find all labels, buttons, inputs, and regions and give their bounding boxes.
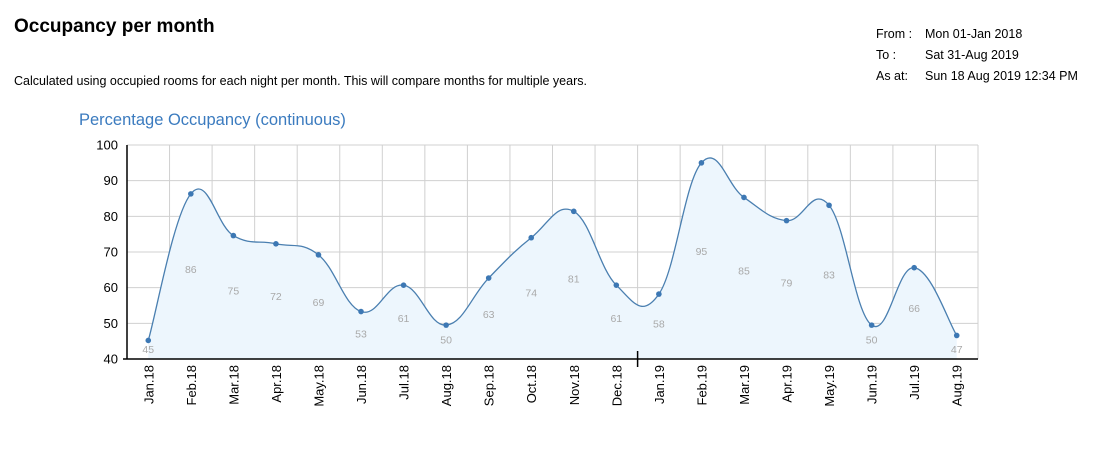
to-label: To : <box>876 48 897 62</box>
data-label: 69 <box>313 297 325 309</box>
x-tick-label: Oct.18 <box>524 365 539 403</box>
data-point-Jul.18 <box>400 282 407 288</box>
data-point-Apr.18 <box>273 240 279 247</box>
data-label: 53 <box>355 328 367 340</box>
data-label: 50 <box>866 334 878 346</box>
to-value: Sat 31-Aug 2019 <box>925 48 1019 62</box>
asat-value: Sun 18 Aug 2019 12:34 PM <box>925 69 1078 83</box>
page-title: Occupancy per month <box>14 16 215 37</box>
from-value: Mon 01-Jan 2018 <box>925 27 1023 41</box>
data-label: 45 <box>142 344 154 356</box>
y-tick-label: 60 <box>104 280 118 295</box>
data-label: 47 <box>951 344 963 356</box>
data-point-Jul.19 <box>911 264 917 271</box>
x-tick-label: Dec.18 <box>609 365 624 406</box>
data-point-Mar.18 <box>230 232 237 239</box>
x-tick-label: May.18 <box>311 365 326 407</box>
x-tick-label: Aug.19 <box>950 365 965 406</box>
data-point-Dec.18 <box>613 282 620 288</box>
page-subtitle: Calculated using occupied rooms for each… <box>14 74 587 88</box>
data-label: 95 <box>696 246 708 258</box>
x-tick-label: Feb.19 <box>694 365 709 405</box>
y-tick-label: 70 <box>104 245 118 260</box>
data-point-Apr.19 <box>783 217 790 224</box>
data-point-Feb.18 <box>188 191 194 197</box>
from-label: From : <box>876 27 913 41</box>
x-tick-label: Jun.19 <box>865 365 880 404</box>
y-tick-label: 100 <box>96 138 118 153</box>
report-meta: From : Mon 01-Jan 2018 To : Sat 31-Aug 2… <box>876 24 1078 87</box>
data-label: 75 <box>228 285 240 297</box>
data-label: 61 <box>610 313 622 325</box>
data-point-Mar.19 <box>741 194 747 201</box>
data-point-Jun.18 <box>358 308 364 315</box>
x-tick-label: Mar.18 <box>226 365 241 405</box>
data-point-May.18 <box>315 252 322 258</box>
y-tick-label: 80 <box>104 209 118 224</box>
data-label: 72 <box>270 291 282 303</box>
from-row: From : Mon 01-Jan 2018 <box>876 24 1078 45</box>
y-tick-label: 90 <box>104 173 118 188</box>
x-tick-label: Apr.18 <box>269 365 284 403</box>
data-label: 63 <box>483 309 495 321</box>
data-point-Jan.18 <box>145 337 152 344</box>
x-tick-label: Jan.18 <box>141 365 156 404</box>
x-tick-label: Jul.19 <box>907 365 922 400</box>
data-point-May.19 <box>826 202 832 209</box>
data-point-Aug.19 <box>953 332 960 339</box>
chart-title: Percentage Occupancy (continuous) <box>79 111 346 129</box>
y-tick-label: 50 <box>104 316 118 331</box>
to-row: To : Sat 31-Aug 2019 <box>876 45 1078 66</box>
x-tick-label: Nov.18 <box>567 365 582 405</box>
data-label: 74 <box>525 287 537 299</box>
data-point-Oct.18 <box>528 234 535 241</box>
data-label: 66 <box>908 303 920 315</box>
x-tick-label: Feb.18 <box>184 365 199 405</box>
x-tick-label: May.19 <box>822 365 837 407</box>
area-fill <box>148 157 957 359</box>
data-label: 83 <box>823 270 835 282</box>
x-tick-label: Mar.19 <box>737 365 752 405</box>
data-point-Aug.18 <box>443 322 449 328</box>
x-tick-label: Jan.19 <box>652 365 667 404</box>
asat-label: As at: <box>876 69 908 83</box>
y-tick-label: 40 <box>104 352 118 367</box>
data-point-Feb.19 <box>698 160 705 166</box>
data-point-Jan.19 <box>656 291 662 297</box>
data-label: 61 <box>398 313 410 325</box>
data-point-Jun.19 <box>868 322 875 328</box>
x-tick-label: Sep.18 <box>482 365 497 406</box>
asat-row: As at: Sun 18 Aug 2019 12:34 PM <box>876 66 1078 87</box>
data-label: 86 <box>185 264 197 276</box>
x-tick-label: Jun.18 <box>354 365 369 404</box>
data-label: 79 <box>781 277 793 289</box>
data-label: 85 <box>738 266 750 278</box>
x-tick-label: Apr.19 <box>780 365 795 403</box>
data-label: 58 <box>653 319 665 331</box>
data-point-Nov.18 <box>570 208 577 215</box>
data-label: 81 <box>568 274 580 286</box>
x-tick-label: Jul.18 <box>397 365 412 400</box>
data-point-Sep.18 <box>485 275 492 281</box>
x-tick-label: Aug.18 <box>439 365 454 406</box>
data-label: 50 <box>440 334 452 346</box>
